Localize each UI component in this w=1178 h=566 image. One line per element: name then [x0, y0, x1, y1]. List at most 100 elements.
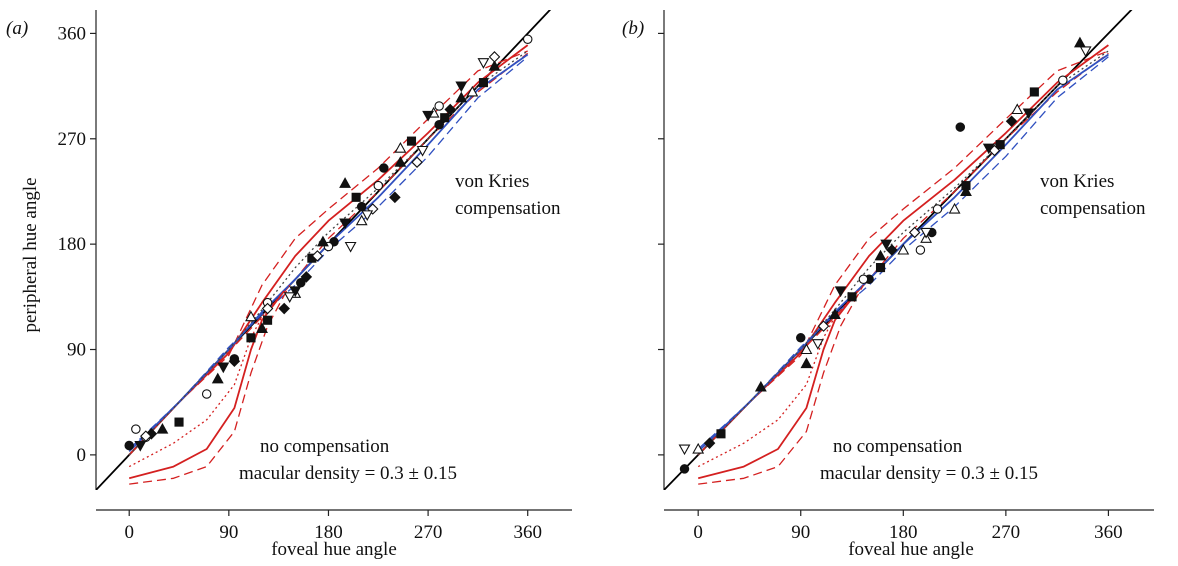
data-point — [932, 204, 943, 214]
data-point — [289, 286, 302, 298]
data-point — [915, 245, 926, 255]
data-point — [1029, 87, 1039, 97]
data-points — [124, 34, 533, 452]
series-line — [698, 284, 864, 485]
data-point — [434, 119, 444, 130]
x-tick-label: 90 — [791, 522, 810, 543]
data-point — [283, 292, 296, 303]
data-point — [440, 113, 450, 123]
x-axis-label: foveal hue angle — [848, 539, 974, 560]
data-point — [246, 333, 256, 343]
y-tick-label: 360 — [58, 23, 87, 44]
data-point — [434, 101, 444, 111]
x-axis-label: foveal hue angle — [271, 539, 397, 560]
series-line — [128, 50, 529, 456]
data-point — [488, 60, 501, 71]
data-point — [217, 362, 230, 374]
x-tick-label: 0 — [693, 522, 703, 543]
data-point — [522, 34, 533, 45]
data-point — [261, 302, 274, 315]
series-line — [129, 284, 291, 485]
data-point — [124, 440, 134, 451]
data-point — [211, 372, 224, 384]
data-point — [1011, 103, 1024, 115]
data-point — [466, 85, 479, 97]
data-point — [1058, 75, 1068, 85]
data-point — [795, 333, 806, 343]
data-point — [754, 380, 767, 392]
data-point — [847, 292, 857, 302]
series-line — [128, 52, 529, 456]
x-tick-label: 180 — [889, 522, 918, 543]
data-point — [948, 202, 961, 214]
data-point — [995, 140, 1005, 150]
x-tick-label: 360 — [1094, 522, 1123, 543]
data-point — [300, 271, 313, 283]
data-point — [351, 192, 361, 202]
y-tick-label: 270 — [58, 129, 87, 150]
data-point — [201, 389, 212, 399]
series-line — [697, 56, 1109, 450]
y-axis-label: peripheral hue angle — [20, 177, 41, 332]
data-point — [692, 442, 705, 454]
data-point — [678, 444, 691, 456]
data-point — [897, 243, 910, 255]
data-point — [356, 201, 367, 212]
data-point — [908, 226, 921, 239]
data-point — [263, 315, 273, 325]
data-point — [278, 302, 290, 315]
data-point — [344, 241, 357, 253]
data-point — [955, 122, 966, 132]
panel-label: (a) — [6, 18, 28, 39]
data-point — [703, 437, 716, 449]
data-point — [800, 357, 813, 369]
panel-label: (b) — [622, 18, 644, 39]
data-point — [174, 417, 184, 427]
series-line — [128, 50, 528, 456]
data-point — [311, 250, 324, 262]
annotation-compensation: compensation — [1040, 198, 1146, 219]
data-point — [411, 156, 423, 168]
series-line — [128, 290, 285, 468]
data-point — [828, 308, 841, 319]
data-point — [875, 263, 886, 273]
data-points — [678, 36, 1092, 474]
data-point — [817, 320, 830, 332]
data-point — [256, 322, 268, 333]
data-point — [156, 422, 169, 434]
data-point — [716, 429, 726, 439]
data-point — [455, 91, 468, 103]
annotation-von-kries: von Kries — [1040, 171, 1114, 192]
data-point — [131, 424, 141, 434]
data-point — [339, 218, 352, 230]
data-point — [858, 274, 869, 285]
series-lines — [664, 10, 1133, 490]
panel-a: (a) peripheral hue angle foveal hue angl… — [6, 10, 572, 560]
data-point — [245, 310, 257, 322]
data-point — [394, 156, 407, 167]
data-point — [416, 145, 429, 157]
data-point — [316, 235, 329, 247]
data-point — [389, 191, 401, 204]
series-line — [697, 50, 1109, 456]
data-point — [444, 103, 457, 116]
x-tick-label: 0 — [124, 522, 134, 543]
data-point — [874, 249, 887, 261]
data-point — [455, 81, 468, 93]
data-point — [477, 58, 490, 69]
series-line — [697, 52, 1109, 456]
data-point — [379, 163, 389, 173]
x-tick-label: 90 — [219, 522, 238, 543]
data-point — [920, 227, 933, 239]
data-point — [834, 286, 847, 298]
data-point — [960, 185, 972, 197]
annotation-macular-density: macular density = 0.3 ± 0.15 — [239, 463, 457, 484]
annotation-no-compensation: no compensation — [260, 436, 390, 457]
data-point — [478, 78, 488, 88]
data-point — [1005, 115, 1018, 127]
series-line — [697, 44, 1109, 456]
data-point — [982, 143, 995, 155]
data-point — [488, 51, 501, 63]
annotation-compensation: compensation — [455, 198, 561, 219]
data-point — [880, 239, 893, 251]
